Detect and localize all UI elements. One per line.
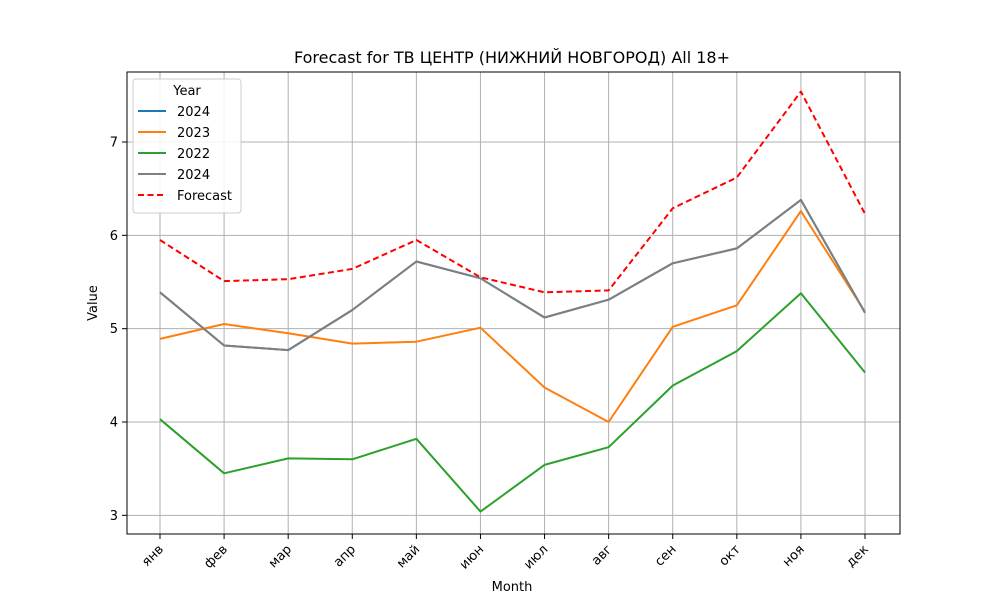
x-tick-label: окт: [717, 542, 744, 569]
x-tick-label: мар: [266, 542, 295, 571]
series-line: [159, 198, 866, 352]
y-tick-label: 4: [110, 416, 118, 431]
legend-label: Forecast: [177, 189, 232, 204]
y-tick-label: 6: [110, 229, 118, 244]
x-tick-label: июн: [457, 542, 487, 572]
x-tick-label: сен: [652, 542, 679, 569]
y-tick-label: 7: [110, 136, 118, 151]
series-line: [159, 292, 866, 513]
legend: Year 2024 2023 2022 2024 Forecast: [132, 78, 242, 214]
legend-label: 2024: [177, 105, 210, 120]
series-lines: [159, 90, 866, 513]
y-tick-label: 3: [110, 509, 118, 524]
x-tick-label: июл: [521, 542, 551, 572]
x-axis-label: Month: [492, 580, 533, 595]
x-tick-label: апр: [331, 542, 359, 570]
legend-title: Year: [172, 84, 201, 99]
legend-label: 2023: [177, 126, 210, 141]
x-tick-label: ноя: [780, 542, 808, 570]
grid: [127, 72, 900, 534]
x-tick-label: фев: [201, 542, 231, 572]
y-tick-label: 5: [110, 322, 118, 337]
chart-title: Forecast for ТВ ЦЕНТР (НИЖНИЙ НОВГОРОД) …: [294, 48, 730, 67]
series-line: [159, 198, 866, 352]
x-tick-label: май: [394, 542, 423, 571]
legend-label: 2022: [177, 147, 210, 162]
x-tick-label: янв: [139, 542, 167, 570]
series-line: [159, 90, 866, 294]
x-tick-label: авг: [589, 542, 616, 569]
plot-area-frame: [126, 71, 901, 535]
x-tick-label: дек: [844, 542, 872, 570]
y-axis-label: Value: [86, 285, 101, 321]
legend-label: 2024: [177, 168, 210, 183]
series-line: [159, 210, 866, 423]
legend-box: [132, 78, 242, 214]
